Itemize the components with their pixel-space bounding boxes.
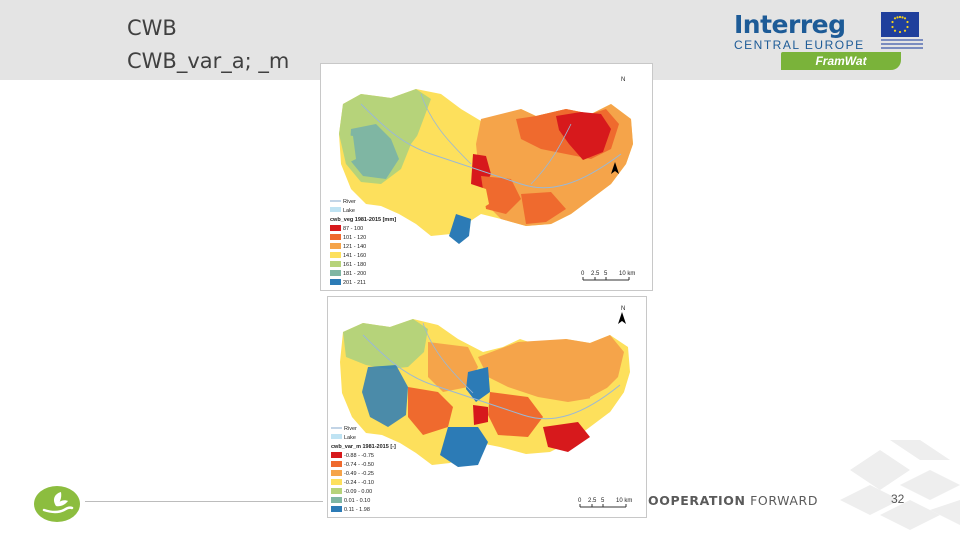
legend-item: Lake bbox=[343, 208, 355, 214]
footer-tagline: OOPERATION FORWARD bbox=[648, 493, 818, 508]
legend-class: -0.24 - -0.10 bbox=[344, 480, 374, 486]
map-legend: River Lake cwb_var_m 1981-2015 [-] -0.88… bbox=[331, 426, 396, 513]
cwb-var-m-map: N 0 2.5 5 10 km River Lake cwb_var_m 198… bbox=[327, 296, 647, 518]
decorative-arrows bbox=[840, 440, 960, 530]
scale-label: 2.5 bbox=[591, 271, 600, 277]
logo-program: CENTRAL EUROPE bbox=[734, 38, 865, 52]
scale-bar-icon bbox=[579, 504, 627, 508]
legend-class: 121 - 140 bbox=[343, 244, 366, 250]
legend-class: 181 - 200 bbox=[343, 271, 366, 277]
legend-class: 0.01 - 0.10 bbox=[344, 498, 370, 504]
north-label: N bbox=[621, 306, 625, 312]
scale-label: 10 km bbox=[616, 498, 632, 504]
legend-class: -0.09 - 0.00 bbox=[344, 489, 372, 495]
north-arrow-icon bbox=[618, 312, 626, 324]
leaf-hand-icon bbox=[34, 486, 80, 522]
scale-label: 10 km bbox=[619, 271, 635, 277]
cwb-veg-map: N 0 2.5 5 10 km River Lake cwb_veg 1981-… bbox=[320, 63, 653, 291]
map-legend: River Lake cwb_veg 1981-2015 [mm] 87 - 1… bbox=[330, 199, 396, 286]
legend-class: -0.88 - -0.75 bbox=[344, 453, 374, 459]
legend-class: 101 - 120 bbox=[343, 235, 366, 241]
eu-flag-icon bbox=[881, 12, 919, 37]
eu-funding-text bbox=[881, 39, 923, 51]
legend-class: 0.11 - 1.98 bbox=[344, 507, 370, 513]
cwb-var-m-map-graphic: N 0 2.5 5 10 km River Lake cwb_var_m 198… bbox=[331, 306, 632, 513]
legend-item: Lake bbox=[344, 435, 356, 441]
legend-class: -0.49 - -0.25 bbox=[344, 471, 374, 477]
scale-label: 2.5 bbox=[588, 498, 597, 504]
slide-number: 32 bbox=[891, 492, 905, 506]
scale-label: 5 bbox=[601, 498, 605, 504]
footer-divider bbox=[85, 501, 323, 502]
scale-label: 0 bbox=[578, 498, 582, 504]
north-label: N bbox=[621, 77, 625, 83]
legend-class: -0.74 - -0.50 bbox=[344, 462, 374, 468]
scale-label: 5 bbox=[604, 271, 608, 277]
logo-brand: Interreg bbox=[734, 10, 846, 39]
legend-item: River bbox=[344, 426, 357, 432]
tagline-bold: OOPERATION bbox=[648, 493, 746, 508]
legend-title: cwb_var_m 1981-2015 [-] bbox=[331, 444, 396, 450]
legend-class: 201 - 211 bbox=[343, 280, 366, 286]
framwat-badge: FramWat bbox=[781, 52, 901, 70]
legend-class: 161 - 180 bbox=[343, 262, 366, 268]
legend-class: 141 - 160 bbox=[343, 253, 366, 259]
scale-label: 0 bbox=[581, 271, 585, 277]
legend-class: 87 - 100 bbox=[343, 226, 363, 232]
legend-title: cwb_veg 1981-2015 [mm] bbox=[330, 217, 396, 223]
slide-title: CWB bbox=[127, 16, 177, 40]
scale-bar-icon bbox=[582, 277, 630, 281]
cwb-veg-map-graphic: N 0 2.5 5 10 km River Lake cwb_veg 1981-… bbox=[330, 77, 635, 286]
slide-subtitle: CWB_var_a; _m bbox=[127, 49, 290, 73]
legend-item: River bbox=[343, 199, 356, 205]
tagline-rest: FORWARD bbox=[750, 493, 819, 508]
interreg-logo: Interreg CENTRAL EUROPE FramWat bbox=[731, 8, 926, 74]
north-arrow-icon bbox=[611, 162, 619, 174]
